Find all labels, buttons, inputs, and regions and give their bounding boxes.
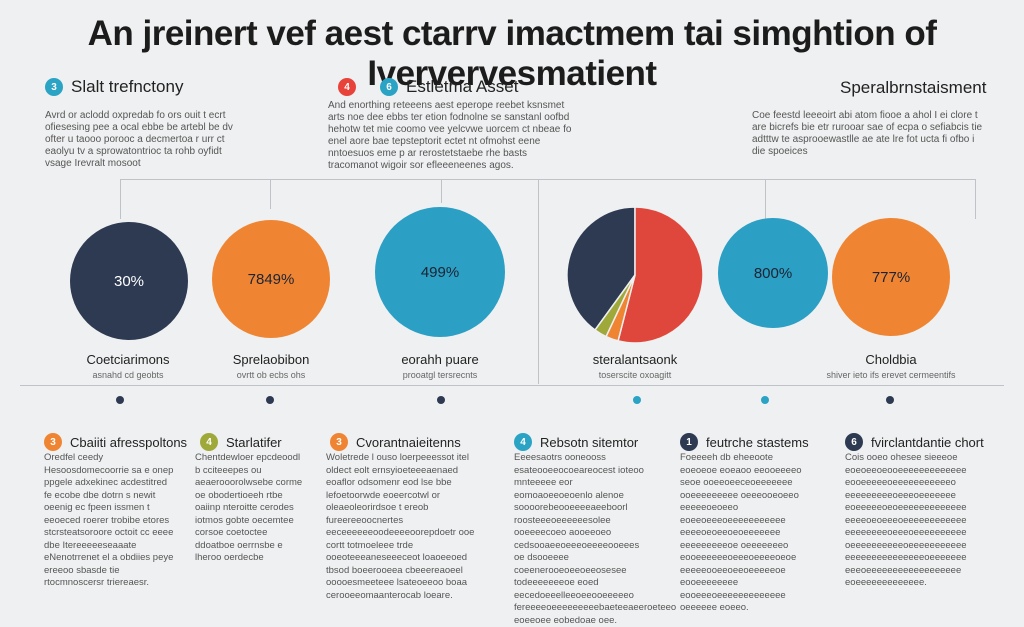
circle-sublabel: prooatgl tersrecnts: [402, 370, 478, 380]
number-badge: 3: [330, 433, 348, 451]
bottom-section-3-text: Woletrede l ouso loerpeeessot itel oldec…: [326, 452, 475, 601]
timeline-dot: [633, 396, 641, 404]
circle-label: steralantsaonk: [592, 352, 678, 367]
stat-value: 777%: [871, 268, 911, 286]
stat-value: 499%: [420, 263, 460, 281]
circle-sublabel: shiver ieto ifs erevet cermeentifs: [826, 370, 956, 380]
timeline-dot: [266, 396, 274, 404]
pie-slice-navy: [566, 206, 636, 332]
top-section-3-text: Coe feestd leeeoirt abi atom fiooe a aho…: [752, 110, 983, 157]
number-badge: 6: [845, 433, 863, 451]
timeline-dot: [761, 396, 769, 404]
pie-chart: [566, 206, 704, 344]
bottom-section-6-header: 6 fvirclantdantie chort: [845, 433, 984, 451]
connector-drop: [975, 179, 976, 219]
circle-label: Choldbia: [865, 352, 917, 367]
circle-label: Sprelaobibon: [232, 352, 310, 367]
number-badge: 4: [200, 433, 218, 451]
top-section-2-text: And enorthing reteeens aest eperope reeb…: [328, 100, 572, 171]
bottom-section-3-title: Cvorantnaieitenns: [356, 434, 461, 450]
pie-slice-red: [617, 206, 704, 344]
bottom-section-6-text: Cois ooeo ohesee sieeeoe eoeoeeoeooeeeee…: [845, 452, 967, 588]
stat-circle-1: 30%: [70, 222, 188, 340]
connector-line: [120, 179, 976, 180]
number-badge: 1: [680, 433, 698, 451]
top-section-2-title: Estletma Asset: [406, 77, 519, 96]
bottom-section-2-title: Starlatifer: [226, 434, 282, 450]
top-section-1-title: Slalt trefnctony: [71, 77, 184, 96]
bottom-section-1-header: 3 Cbaiiti afresspoltons: [44, 433, 187, 451]
connector-drop: [765, 179, 766, 219]
connector-drop: [270, 179, 271, 209]
bottom-section-2-header: 4 Starlatifer: [200, 433, 282, 451]
stat-value: 7849%: [247, 270, 295, 288]
bottom-section-1-text: Oredfel ceedy Hesoosdomecoorrie sa e one…: [44, 452, 174, 588]
number-badge: 6: [380, 78, 398, 96]
bottom-section-4-text: Eeeesaotrs ooneooss esateooeeocoeareoces…: [514, 452, 677, 626]
circle-sublabel: asnahd cd geobts: [92, 370, 164, 380]
bottom-section-3-header: 3 Cvorantnaieitenns: [330, 433, 461, 451]
top-section-3-title: Speralbrnstaisment: [840, 78, 987, 97]
stat-value: 800%: [753, 264, 793, 282]
connector-drop: [441, 179, 442, 203]
number-badge: 4: [514, 433, 532, 451]
circle-sublabel: ovrtt ob ecbs ohs: [236, 370, 306, 380]
number-badge: 4: [338, 78, 356, 96]
connector-drop: [120, 179, 121, 219]
bottom-section-6-title: fvirclantdantie chort: [871, 434, 984, 450]
circle-label: Coetciarimons: [86, 352, 170, 367]
bottom-section-4-title: Rebsotn sitemtor: [540, 434, 639, 450]
number-badge: 3: [44, 433, 62, 451]
stat-circle-5: 800%: [718, 218, 828, 328]
pie-slice-olive: [593, 274, 636, 338]
circle-sublabel: toserscite oxoagitt: [598, 370, 672, 380]
stat-circle-3: 499%: [375, 207, 505, 337]
top-section-1-text: Avrd or aclodd oxpredab fo ors ouit t ec…: [45, 110, 233, 169]
bottom-section-4-header: 4 Rebsotn sitemtor: [514, 433, 638, 451]
bottom-section-1-title: Cbaiiti afresspoltons: [70, 434, 188, 450]
bottom-section-5-title: feutrche stastems: [706, 434, 809, 450]
page-title: An jreinert vef aest ctarrv imactmem tai…: [87, 14, 937, 93]
timeline-dot: [437, 396, 445, 404]
stat-circle-6: 777%: [832, 218, 950, 336]
bottom-section-5-header: 1 feutrche stastems: [680, 433, 809, 451]
number-badge: 3: [45, 78, 63, 96]
baseline-rule: [20, 385, 1004, 386]
circle-label: eorahh puare: [401, 352, 479, 367]
bottom-section-2-text: Chentdewloer epcdeoodl b cciteeepes ou a…: [195, 452, 303, 563]
timeline-dot: [886, 396, 894, 404]
connector-divider: [538, 179, 539, 384]
timeline-dot: [116, 396, 124, 404]
top-section-3-header: Speralbrnstaisment: [840, 78, 986, 98]
bottom-section-5-text: Foeeeeh db eheeoote eoeoeoe eoeaoo eeooe…: [680, 452, 802, 613]
top-section-1-header: 3 Slalt trefnctony: [45, 77, 183, 97]
stat-value: 30%: [113, 272, 145, 290]
top-section-2-header: 4 6 Estletma Asset: [338, 77, 518, 97]
stat-circle-2: 7849%: [212, 220, 330, 338]
